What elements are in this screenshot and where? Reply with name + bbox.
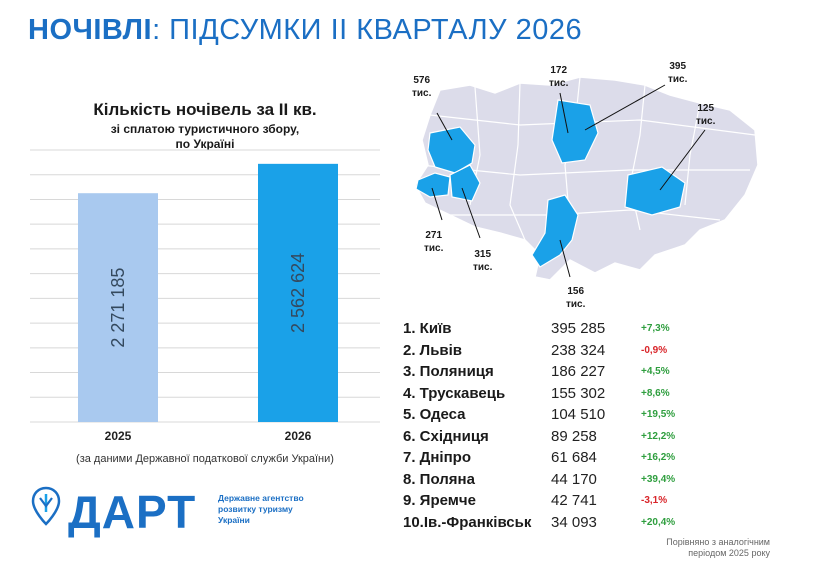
map-label-ivano-frankivsk: 315 тис. xyxy=(473,249,493,273)
agency-line2: розвитку туризму xyxy=(218,504,293,514)
list-item: 8. Поляна 44 170 +39,4% xyxy=(403,471,703,493)
list-item: 9. Яремче 42 741 -3,1% xyxy=(403,492,703,514)
rank-change: +8,6% xyxy=(641,387,670,399)
rank-value: 42 741 xyxy=(551,492,597,509)
rank-change: -0,9% xyxy=(641,344,668,356)
location-pin-logo-icon xyxy=(31,486,61,526)
list-item: 5. Одеса 104 510 +19,5% xyxy=(403,406,703,428)
rank-change: +16,2% xyxy=(641,452,676,463)
map-label-dnipro: 125 тис. xyxy=(696,103,716,127)
bar-2025 xyxy=(78,193,158,422)
highlighted-regions xyxy=(415,99,686,268)
page-title-rest: : ПІДСУМКИ ІІ КВАРТАЛУ 2026 xyxy=(152,14,583,46)
map-label-lviv: 576 тис. xyxy=(412,75,432,99)
x-tick-label-2025: 2025 xyxy=(105,429,132,443)
agency-line1: Державне агентство xyxy=(218,493,304,503)
list-item: 2. Львів 238 324 -0,9% xyxy=(403,342,703,364)
rank-change: +7,3% xyxy=(641,323,670,334)
footnote: Порівняно з аналогічним періодом 2025 ро… xyxy=(666,537,770,558)
map-label-odesa: 156 тис. xyxy=(566,286,586,310)
ukraine-map xyxy=(414,76,759,281)
rank-value: 34 093 xyxy=(551,513,597,531)
rank-change: +39,4% xyxy=(641,473,676,485)
agency-name: Державне агентство розвитку туризму Укра… xyxy=(218,493,328,526)
rank-value: 44 170 xyxy=(551,470,597,488)
agency-line3: України xyxy=(218,515,250,525)
data-label-2026: 2 562 624 xyxy=(288,253,308,333)
chart-title: Кількість ночівель за ІІ кв. xyxy=(93,100,317,119)
x-tick-label-2026: 2026 xyxy=(285,429,312,443)
rank-city: 2. Львів xyxy=(403,341,463,359)
rank-city: 8. Поляна xyxy=(403,470,475,488)
rank-city: 3. Поляниця xyxy=(403,363,494,380)
logo-wordmark: ДАРТ xyxy=(68,486,197,538)
map-label-zakarpattia: 271 тис. xyxy=(424,230,444,254)
region-odesa xyxy=(531,194,579,268)
rank-change: -3,1% xyxy=(641,495,668,506)
rank-change: +4,5% xyxy=(641,366,670,377)
list-item: 7. Дніпро 61 684 +16,2% xyxy=(403,449,703,471)
rank-city: 1. Київ xyxy=(403,320,452,337)
list-item: 3. Поляниця 186 227 +4,5% xyxy=(403,363,703,385)
ranking-list: 1. Київ 395 285 +7,3% 2. Львів 238 324 -… xyxy=(403,320,703,535)
bar-2026 xyxy=(258,163,338,422)
data-label-2025: 2 271 185 xyxy=(108,268,128,348)
rank-change: +19,5% xyxy=(641,409,676,420)
ukraine-outline xyxy=(414,76,759,281)
rank-city: 4. Трускавець xyxy=(403,384,506,402)
source-note: (за даними Державної податкової служби У… xyxy=(76,453,334,465)
page-title: НОЧІВЛІ: ПІДСУМКИ ІІ КВАРТАЛУ 2026 xyxy=(28,14,582,47)
chart-subtitle-line2: по Україні xyxy=(175,137,235,151)
rank-value: 104 510 xyxy=(551,406,606,423)
leader-lines xyxy=(431,84,706,278)
list-item: 4. Трускавець 155 302 +8,6% xyxy=(403,385,703,407)
region-kyiv xyxy=(551,99,599,164)
rank-city: 5. Одеса xyxy=(403,406,466,423)
rank-city: 9. Яремче xyxy=(403,492,476,509)
rank-change: +20,4% xyxy=(641,516,676,528)
region-dnipro xyxy=(624,166,686,216)
bar-chart: 2 271 185 2025 2 562 624 2026 xyxy=(30,149,380,443)
rank-value: 186 227 xyxy=(551,363,606,380)
chart-subtitle: зі сплатою туристичного збору, по Україн… xyxy=(30,122,380,152)
rank-value: 238 324 xyxy=(551,341,606,359)
page-title-bold: НОЧІВЛІ xyxy=(28,14,153,46)
rank-value: 155 302 xyxy=(551,384,606,402)
list-item: 10.Ів.-Франківськ 34 093 +20,4% xyxy=(403,514,703,536)
rank-city: 10.Ів.-Франківськ xyxy=(403,513,532,531)
list-item: 6. Східниця 89 258 +12,2% xyxy=(403,428,703,450)
rank-value: 395 285 xyxy=(551,320,606,337)
list-item: 1. Київ 395 285 +7,3% xyxy=(403,320,703,342)
rank-change: +12,2% xyxy=(641,430,676,442)
map-label-kyiv: 395 тис. xyxy=(668,61,688,85)
map-label-kyiv-north: 172 тис. xyxy=(549,65,569,89)
rank-value: 61 684 xyxy=(551,449,597,466)
rank-city: 6. Східниця xyxy=(403,427,489,445)
region-ivano-frankivsk xyxy=(449,164,481,202)
rank-city: 7. Дніпро xyxy=(403,449,471,466)
chart-subtitle-line1: зі сплатою туристичного збору, xyxy=(110,122,300,136)
rank-value: 89 258 xyxy=(551,427,597,445)
region-zakarpattia xyxy=(415,172,451,198)
